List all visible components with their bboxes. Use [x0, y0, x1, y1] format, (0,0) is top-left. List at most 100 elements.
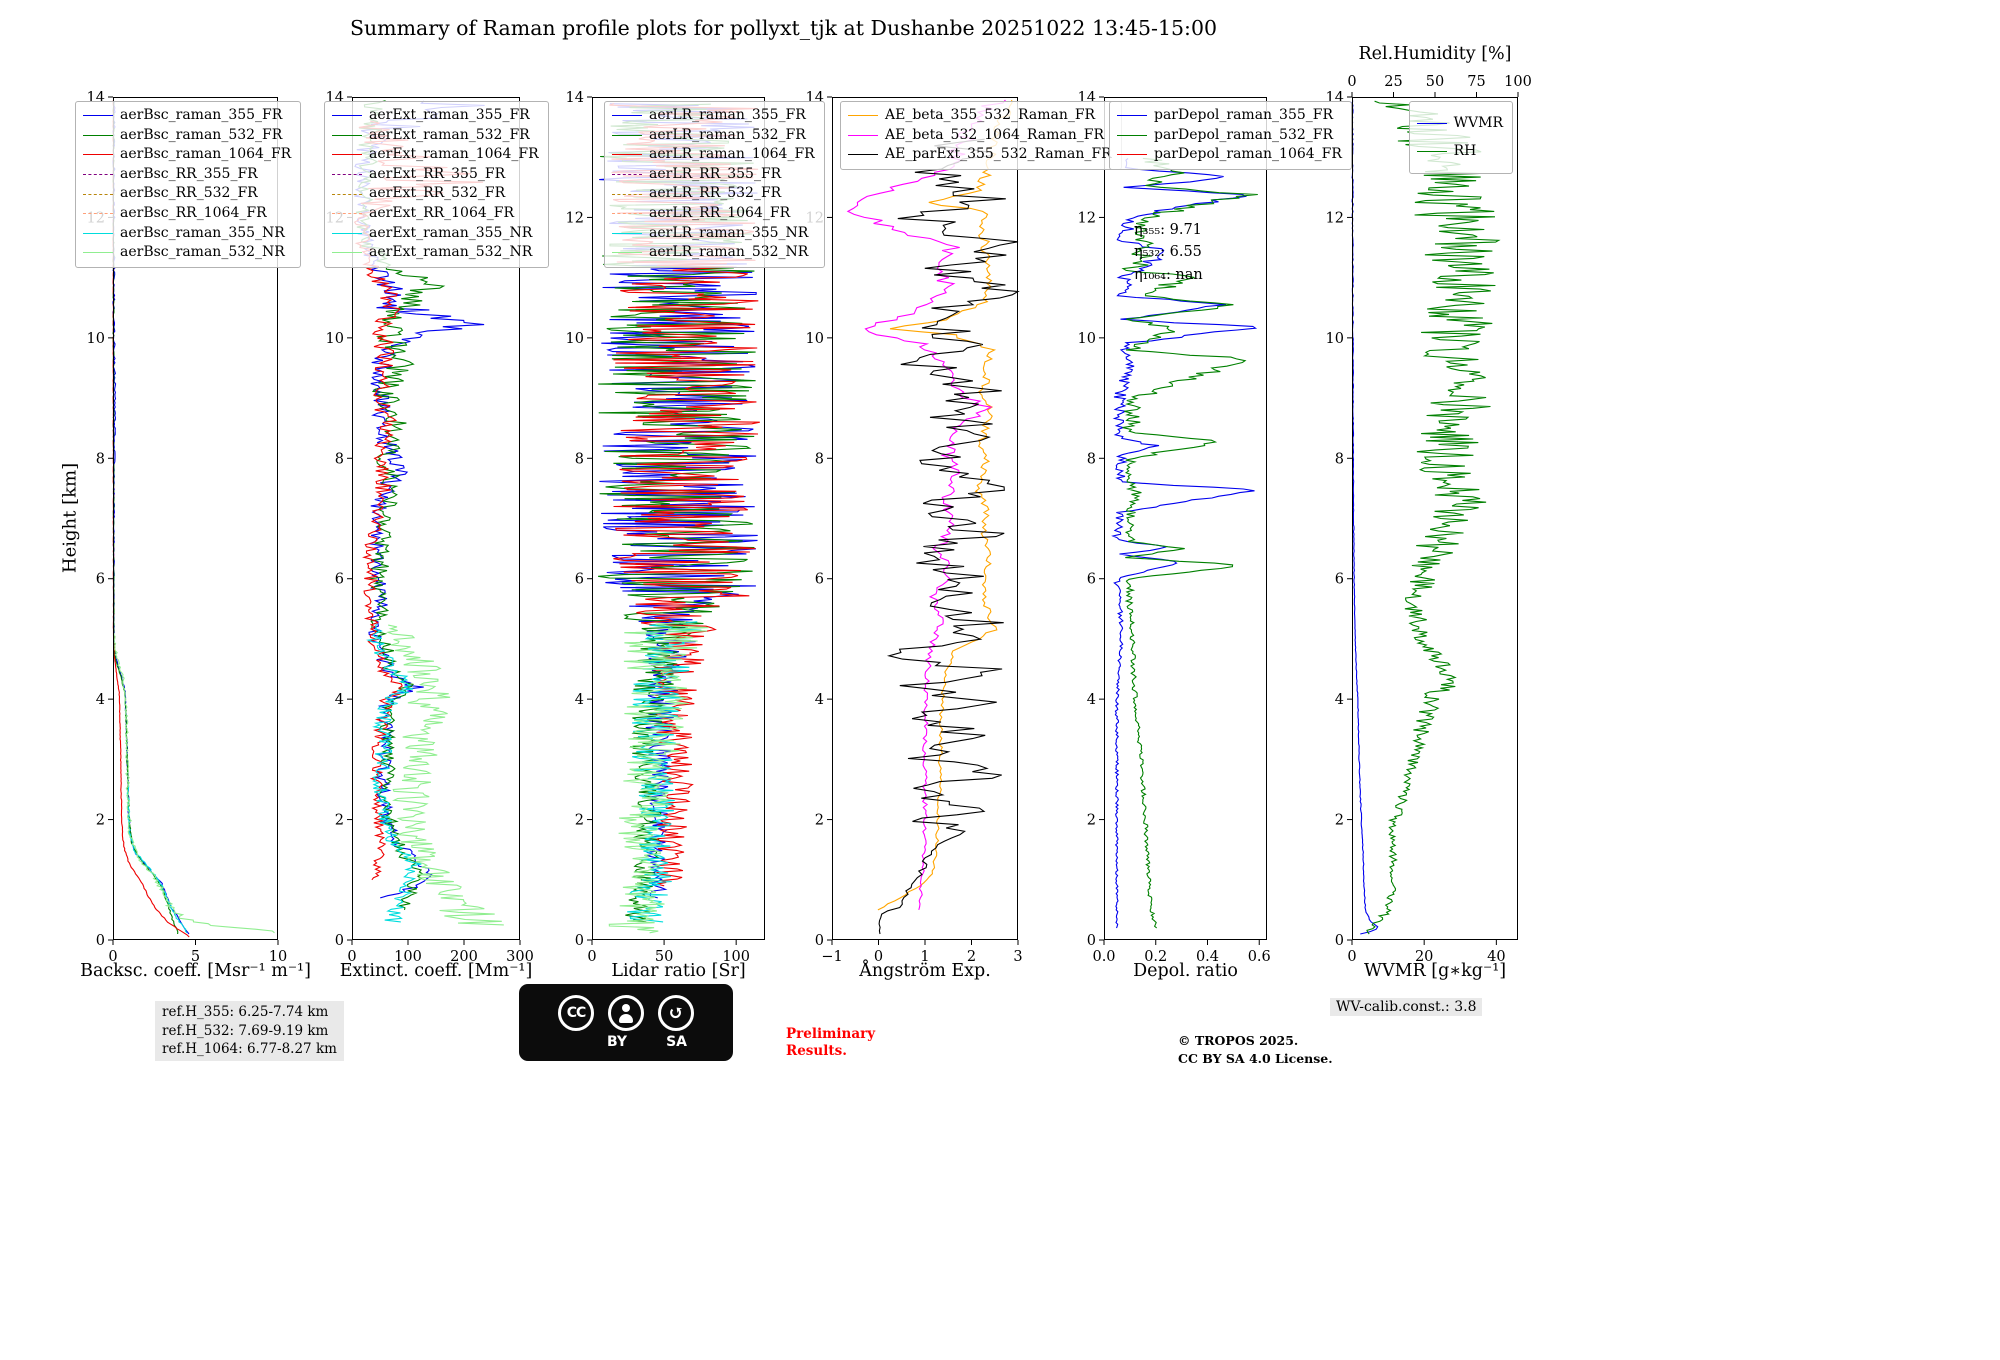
series-AE_parExt_355_532_Raman_FR [878, 138, 1020, 935]
legend-line-sample [612, 154, 642, 156]
y-tick-label: 12 [1078, 210, 1096, 226]
legend-line-sample [1117, 134, 1147, 136]
legend-line-sample [332, 115, 362, 117]
legend-entry: aerBsc_RR_532_FR [83, 184, 291, 204]
legend-label: aerExt_raman_532_NR [369, 244, 533, 261]
series-WVMR [1351, 100, 1379, 935]
y-tick-label: 8 [1087, 451, 1096, 467]
legend-entry: aerExt_raman_532_FR [332, 126, 539, 146]
legend-entry: parDepol_raman_532_FR [1117, 126, 1342, 146]
legend-label: aerExt_raman_1064_FR [369, 146, 539, 163]
legend-entry: AE_beta_355_532_Raman_FR [848, 106, 1112, 126]
top-tick-label: 75 [1467, 74, 1485, 90]
legend-entry: aerExt_raman_355_NR [332, 224, 539, 244]
legend-label: aerExt_RR_1064_FR [369, 204, 515, 221]
x-tick-label: 10 [269, 949, 287, 965]
legend-label: aerLR_raman_532_FR [649, 126, 806, 143]
panel-backscatter: 024681012140510Backsc. coeff. [Msr⁻¹ m⁻¹… [75, 90, 311, 981]
y-tick-label: 10 [1078, 331, 1096, 347]
sharealike-arrow-icon: ↺ [668, 1002, 684, 1024]
x-tick-label: 0 [108, 949, 117, 965]
legend-line-sample [612, 193, 642, 195]
eta-1064-value: η₁₀₆₄: nan [1134, 266, 1203, 283]
legend-entry: aerLR_raman_532_FR [612, 126, 815, 146]
y-tick-label: 0 [1335, 933, 1344, 949]
legend-label: aerLR_raman_355_FR [649, 107, 806, 123]
angstroem-axes-frame [832, 97, 1018, 940]
y-tick-label: 2 [1087, 813, 1096, 829]
y-tick-label: 12 [1326, 210, 1344, 226]
y-tick-label: 4 [575, 692, 584, 708]
legend-label: aerBsc_raman_355_NR [120, 224, 285, 241]
legend-line-sample [83, 115, 113, 117]
series-aerBsc_raman_355_NR [126, 784, 188, 934]
legend-entry: aerBsc_RR_1064_FR [83, 204, 291, 224]
legend-line-sample [612, 213, 642, 215]
legend-line-sample [332, 134, 362, 136]
y-tick-label: 6 [575, 572, 584, 588]
series-aerExt_raman_355_NR [366, 623, 422, 923]
legend-line-sample [1117, 115, 1147, 117]
x-tick-label: 5 [191, 949, 200, 965]
legend-label: RH [1453, 142, 1477, 159]
legend-label: WVMR [1453, 115, 1503, 131]
legend-label: aerLR_raman_1064_FR [649, 146, 815, 163]
depol-xlabel: Depol. ratio [1133, 961, 1238, 981]
cc-sa-label: SA [666, 1034, 687, 1050]
ref-h-532: ref.H_532: 7.69-9.19 km [162, 1022, 329, 1039]
wvmr-xlabel: WVMR [g∗kg⁻¹] [1363, 961, 1507, 981]
x-tick-label: 0.6 [1248, 949, 1271, 965]
top-tick-label: 0 [1347, 74, 1356, 90]
y-tick-label: 10 [566, 331, 584, 347]
legend-entry: aerBsc_raman_532_NR [83, 243, 291, 263]
legend-label: aerBsc_RR_1064_FR [120, 204, 267, 221]
y-tick-label: 0 [96, 933, 105, 949]
y-tick-label: 14 [566, 90, 584, 106]
legend-label: parDepol_raman_532_FR [1154, 126, 1334, 143]
legend-line-sample [1416, 123, 1447, 125]
x-tick-label: 100 [394, 949, 422, 965]
legend-entry: aerBsc_raman_355_NR [83, 224, 291, 244]
lidar-ratio-plot: 0 2 4 6 8 10 12 14 0 50 100 [566, 90, 765, 965]
cc-logo-icon: CC [558, 995, 594, 1031]
legend-label: aerLR_raman_355_NR [649, 224, 809, 241]
legend-line-sample [332, 252, 362, 254]
legend-line-sample [83, 154, 113, 156]
legend-entry: aerLR_raman_1064_FR [612, 145, 815, 165]
lidar-ratio-xlabel: Lidar ratio [Sr] [611, 961, 746, 981]
x-tick-label: −1 [821, 949, 842, 965]
legend-entry: aerLR_raman_355_FR [612, 106, 815, 126]
legend-entry: aerLR_RR_355_FR [612, 165, 815, 185]
legend-line-sample [83, 232, 113, 234]
x-tick-label: 0 [874, 949, 883, 965]
panel-depol: 0 2 4 6 8 10 12 14 0.0 0.2 0.4 0.6 η₃₅₅: 9.71 η₅₃₂:… [1078, 90, 1352, 981]
legend-label: aerLR_RR_532_FR [649, 185, 782, 202]
legend-label: aerExt_raman_355_FR [369, 107, 530, 123]
y-tick-label: 0 [815, 933, 824, 949]
legend-label: parDepol_raman_355_FR [1154, 107, 1334, 123]
depol-calibration-annotation: η₃₅₅: 9.71 η₅₃₂: 6.55 η₁₀₆₄: nan [1134, 219, 1203, 286]
top-tick-label: 25 [1384, 74, 1402, 90]
y-tick-label: 8 [335, 451, 344, 467]
legend-entry: aerExt_RR_1064_FR [332, 204, 539, 224]
y-tick-label: 6 [96, 572, 105, 588]
legend-label: aerBsc_raman_532_FR [120, 126, 283, 143]
legend-line-sample [332, 154, 362, 156]
x-tick-label: 20 [1415, 949, 1433, 965]
cc-icon-row: CC ↺ [558, 995, 694, 1031]
legend-entry: aerLR_raman_355_NR [612, 224, 815, 244]
series-AE_beta_355_532_Raman_FR [877, 99, 1013, 911]
legend-entry: aerLR_raman_532_NR [612, 243, 815, 263]
ref-h-1064: ref.H_1064: 6.77-8.27 km [162, 1041, 337, 1058]
legend-line-sample [332, 213, 362, 215]
angstroem-xlabel: Ångström Exp. [859, 961, 991, 981]
legend-entry: aerBsc_RR_355_FR [83, 165, 291, 185]
legend-entry: parDepol_raman_1064_FR [1117, 145, 1342, 165]
extinction-xlabel: Extinct. coeff. [Mm⁻¹] [339, 961, 533, 981]
lidar-ratio-axes-frame [592, 97, 765, 940]
legend-line-sample [332, 174, 362, 176]
depol-legend: parDepol_raman_355_FR parDepol_raman_532_… [1109, 101, 1352, 170]
wvmr-axes-frame [1352, 97, 1518, 940]
y-tick-label: 2 [815, 813, 824, 829]
